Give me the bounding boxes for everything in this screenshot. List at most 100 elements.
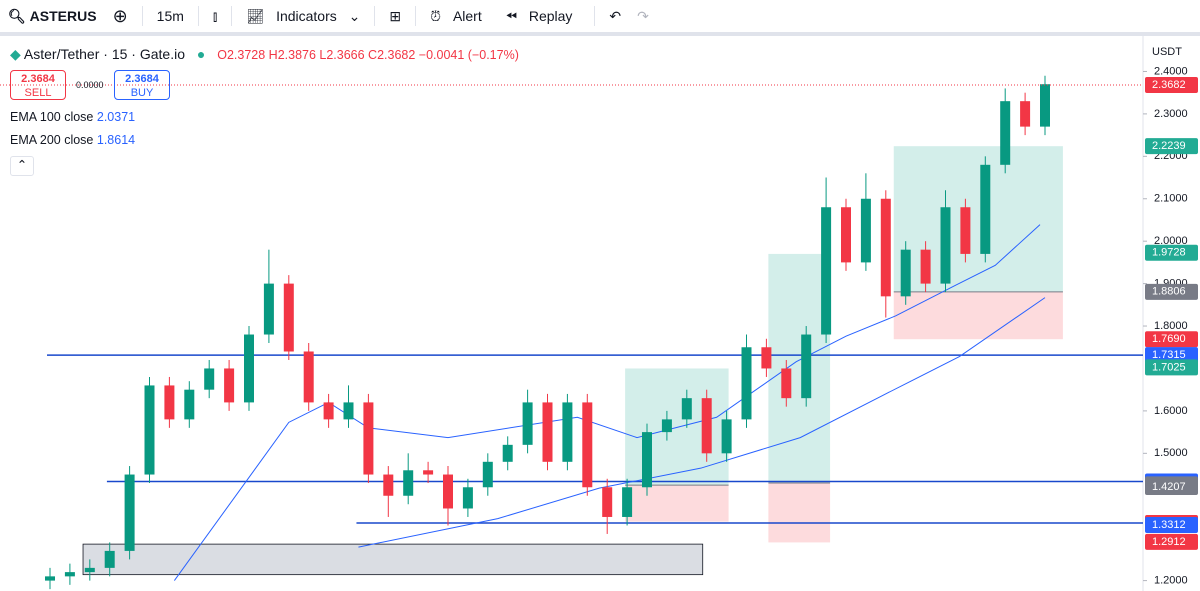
undo[interactable]: ↶ (609, 7, 622, 24)
collapse-button[interactable]: ⌃ (10, 156, 34, 176)
candle-body (482, 461, 493, 488)
candle-body (980, 164, 991, 254)
candle-body (104, 550, 115, 568)
candle-body (721, 419, 732, 454)
candle-body (622, 487, 633, 517)
candle-body (960, 207, 971, 254)
candle-body (860, 198, 871, 263)
candle-body (303, 351, 314, 403)
redo[interactable]: ↷ (637, 7, 649, 24)
candle-body (1020, 101, 1031, 127)
candle-body (244, 334, 254, 403)
buy-price: 2.3684 (125, 73, 159, 85)
sell-button[interactable]: 2.3684 SELL (10, 70, 66, 100)
ema100-legend: EMA 100 close 2.0371 (10, 110, 135, 124)
candle-body (462, 487, 473, 509)
symbol[interactable]: 🔍︎ ASTERUS (8, 7, 97, 24)
y-tick-label: 1.6000 (1154, 405, 1188, 417)
price-tag-label: 1.4207 (1152, 481, 1186, 493)
price-tag (1145, 283, 1198, 300)
buy-label: BUY (130, 87, 154, 99)
y-tick-label: 2.1000 (1154, 193, 1188, 205)
candle-body (880, 198, 891, 297)
candle-body (224, 368, 235, 403)
candle-body (1040, 84, 1050, 127)
candle-body (681, 398, 692, 420)
sell-price: 2.3684 (21, 73, 55, 85)
logo: ◆ (10, 46, 21, 62)
replay-text: Replay (528, 7, 573, 24)
candle-body (84, 567, 95, 573)
candle-body (701, 398, 712, 454)
candle-body (920, 249, 931, 284)
toolbar: 🔍︎ ASTERUS ⊕ 15m ⫾ 📈︎ Indicators ⌄ ⊞ ⏰︎ … (0, 0, 1200, 36)
candle-body (841, 207, 851, 263)
candle-body (1000, 101, 1011, 165)
candle-body (741, 347, 752, 420)
ema200-legend: EMA 200 close 1.8614 (10, 133, 135, 147)
candle-body (761, 347, 772, 369)
y-tick-label: 2.0000 (1154, 235, 1188, 247)
candle-body (263, 283, 274, 335)
profit-zone (625, 368, 729, 486)
price-tag (1145, 516, 1198, 533)
price-tag (1145, 76, 1198, 93)
price-tag (1145, 138, 1198, 155)
price-tag (1145, 347, 1198, 364)
candle-body (343, 402, 354, 420)
candle-body (144, 385, 155, 475)
candle-body (900, 249, 911, 297)
candle-body (323, 402, 334, 420)
candle-body (582, 402, 593, 488)
sell-label: SELL (24, 87, 52, 99)
loss-zone (625, 485, 729, 522)
replay[interactable]: ⏪︎ Replay (505, 7, 573, 24)
price-tag (1145, 331, 1198, 348)
candle-body (383, 474, 394, 496)
status-dot: ● (196, 46, 206, 62)
y-tick-label: 1.8000 (1154, 320, 1188, 332)
legend-title-row: ◆ Aster/Tether · 15 · Gate.io ● O2.3728 … (10, 46, 519, 63)
interval[interactable]: 15m (156, 8, 184, 24)
loss-zone (768, 483, 831, 543)
candle-body (562, 402, 573, 462)
spread: 0.0000 (76, 80, 104, 90)
price-tag-label: 1.3312 (1152, 519, 1186, 531)
indicators[interactable]: 📈︎ Indicators ⌄ (246, 7, 361, 24)
candle-body (184, 389, 195, 420)
ema-value: 2.0371 (96, 110, 136, 124)
profit-zone (893, 146, 1063, 292)
candle-body (661, 419, 672, 433)
chart-type[interactable]: ⫾ (212, 7, 218, 24)
candle-body (502, 444, 513, 462)
price-tag-label: 1.9728 (1152, 247, 1186, 259)
candle-body (940, 207, 951, 284)
candle-body (64, 572, 75, 577)
price-tag-label: 1.7025 (1152, 361, 1186, 373)
y-tick-label: 1.2000 (1154, 575, 1188, 587)
y-tick-label: 2.4000 (1154, 65, 1188, 77)
candle-body (124, 474, 135, 551)
alert[interactable]: ⏰︎ Alert (430, 7, 482, 24)
candle-body (781, 368, 792, 399)
price-tag-label: 1.7315 (1152, 349, 1186, 361)
buy-button[interactable]: 2.3684 BUY (114, 70, 170, 100)
candle-body (45, 576, 55, 581)
price-tag (1145, 244, 1198, 261)
add-button[interactable]: ⊕ (112, 5, 128, 26)
alert-text: Alert (452, 7, 482, 24)
candle-body (522, 402, 533, 445)
layouts[interactable]: ⊞ (389, 7, 402, 24)
ema-label: EMA 200 close (10, 133, 94, 147)
price-tag-label: 1.2912 (1152, 536, 1186, 548)
candle-body (801, 334, 812, 399)
symbol-text: ASTERUS (29, 7, 97, 24)
candle-body (443, 474, 453, 509)
ema-line (358, 297, 1046, 548)
price-tag (1145, 478, 1198, 495)
candle-body (164, 385, 175, 420)
candle-body (204, 368, 215, 390)
profit-zone (768, 253, 831, 484)
currency[interactable]: USDT (1152, 46, 1182, 58)
